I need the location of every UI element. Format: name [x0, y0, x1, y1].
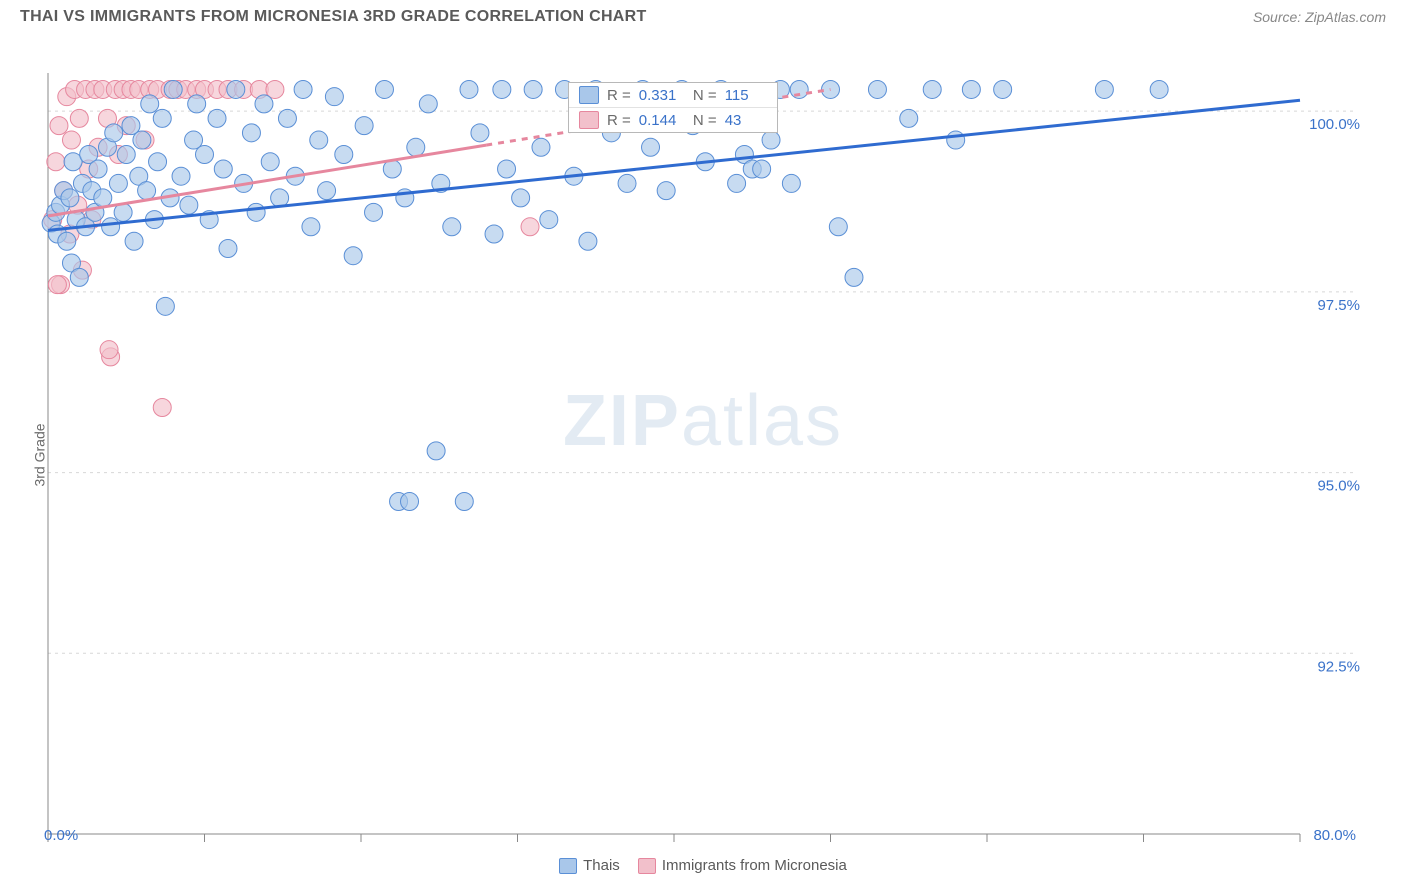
stats-row: R = 0.331 N = 115	[569, 83, 777, 107]
svg-text:100.0%: 100.0%	[1309, 116, 1360, 133]
legend: Thais Immigrants from Micronesia	[0, 857, 1406, 874]
svg-text:97.5%: 97.5%	[1317, 297, 1360, 314]
chart-area: 3rd Grade ZIPatlas 92.5%95.0%97.5%100.0%…	[0, 30, 1406, 880]
chart-source: Source: ZipAtlas.com	[1253, 9, 1386, 25]
legend-item: Immigrants from Micronesia	[638, 857, 847, 874]
chart-title: THAI VS IMMIGRANTS FROM MICRONESIA 3RD G…	[20, 8, 647, 26]
svg-text:92.5%: 92.5%	[1317, 658, 1360, 675]
svg-text:95.0%: 95.0%	[1317, 478, 1360, 495]
stats-box: R = 0.331 N = 115R = 0.144 N = 43	[568, 82, 778, 133]
stats-row: R = 0.144 N = 43	[569, 107, 777, 132]
y-axis-label: 3rd Grade	[32, 423, 48, 486]
x-axis-end-label: 80.0%	[1313, 827, 1356, 844]
x-axis-start-label: 0.0%	[44, 827, 78, 844]
legend-item: Thais	[559, 857, 620, 874]
scatter-chart: 92.5% 95.0% 97.5% 100.0%	[0, 30, 1406, 880]
